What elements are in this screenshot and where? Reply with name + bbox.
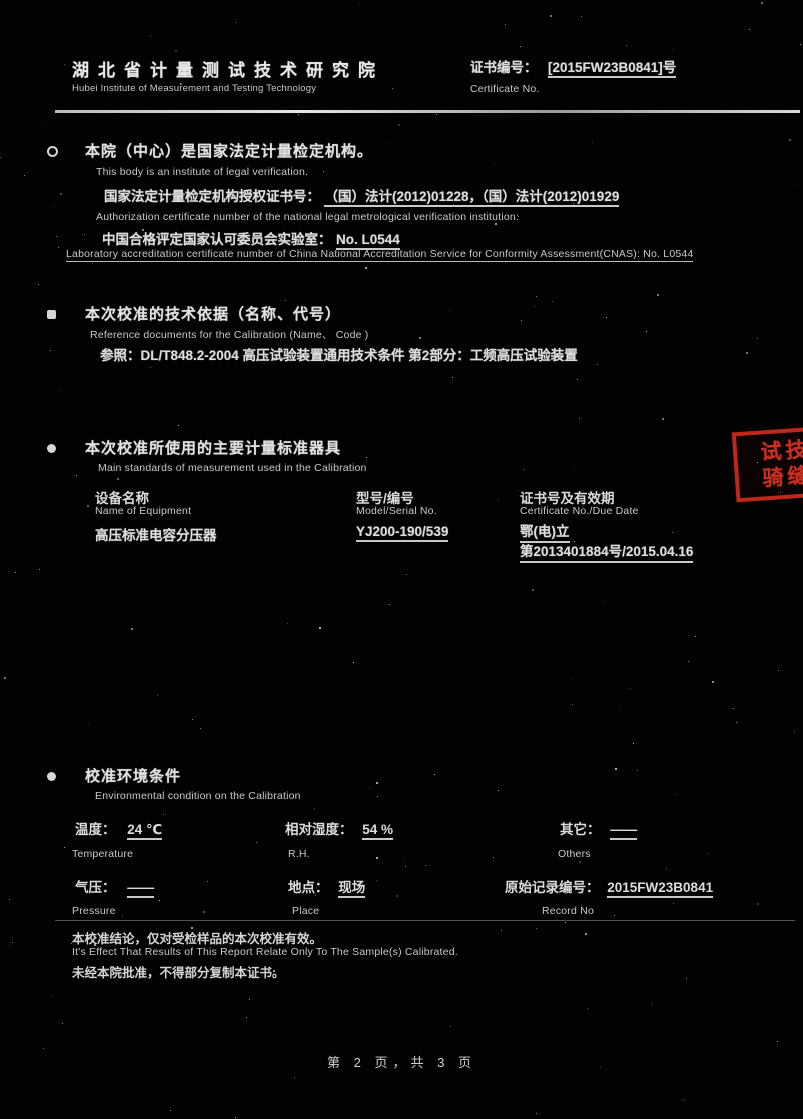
cert-no-value: [2015FW23B0841]号 [548,60,676,78]
humidity-value: 54 % [362,822,393,840]
temperature-value: 24 ℃ [127,822,162,840]
pressure-field: 气压： —— [75,876,154,896]
pressure-label-zh: 气压： [75,880,116,895]
place-value: 现场 [338,880,365,898]
auth-label-zh: 国家法定计量检定机构授权证书号： [104,189,320,204]
pressure-value: —— [127,880,154,898]
col-equipment-en: Name of Equipment [95,505,191,517]
page-number: 第 2 页，共 3 页 [0,1052,803,1071]
record-value: 2015FW23B0841 [607,880,713,898]
note-line2-zh: 未经本院批准，不得部分复制本证书。 [72,962,285,981]
org-name-zh: 湖北省计量测试技术研究院 [72,56,384,81]
place-field: 地点： 现场 [288,876,365,896]
record-field: 原始记录编号： 2015FW23B0841 [505,876,713,896]
others-label-zh: 其它： [560,822,601,837]
col-model-en: Model/Serial No. [356,505,437,517]
section2-bullet-icon [47,310,56,319]
section4-bullet-icon [47,772,56,781]
others-value: —— [610,822,637,840]
cnas-line: 中国合格评定国家认可委员会实验室： No. L0544 [102,228,400,249]
pressure-label-en: Pressure [72,905,116,917]
cnas-label-zh: 中国合格评定国家认可委员会实验室： [102,232,332,247]
equipment-cert-line2: 第2013401884号/2015.04.16 [520,540,693,563]
section4-title-zh: 校准环境条件 [85,765,181,786]
place-label-en: Place [292,905,319,917]
col-equipment-zh: 设备名称 [95,487,149,507]
equipment-name: 高压标准电容分压器 [95,524,217,544]
others-label-en: Others [558,848,591,860]
section3-bullet-icon [47,444,56,453]
section1-title-zh: 本院（中心）是国家法定计量检定机构。 [85,140,373,161]
cert-no-label-zh: 证书编号： [470,60,538,75]
section3-title-en: Main standards of measurement used in th… [98,462,367,474]
reference-standard: 参照：DL/T848.2-2004 高压试验装置通用技术条件 第2部分：工频高压… [100,344,578,364]
auth-value: （国）法计(2012)01228，（国）法计(2012)01929 [324,189,619,207]
temperature-field: 温度： 24 ℃ [75,818,162,839]
col-certificate-zh: 证书号及有效期 [520,487,615,507]
place-label-zh: 地点： [288,880,329,895]
env-divider [55,920,795,921]
record-label-en: Record No [542,905,594,917]
section2-title-en: Reference documents for the Calibration … [90,327,368,342]
cert-no-label-en: Certificate No. [470,83,540,95]
section1-bullet-icon [47,146,58,157]
col-certificate-en: Certificate No./Due Date [520,505,639,517]
section2-title-zh: 本次校准的技术依据（名称、代号） [85,303,341,324]
humidity-label-zh: 相对湿度： [285,822,353,837]
humidity-label-en: R.H. [288,848,310,860]
temperature-label-en: Temperature [72,848,133,860]
paging-seal-stamp: 试技术 骑缝章 [732,424,803,503]
auth-line-en: Authorization certificate number of the … [96,211,519,223]
note-line1-zh: 本校准结论，仅对受检样品的本次校准有效。 [72,928,322,947]
equipment-model: YJ200-190/539 [356,524,448,542]
cnas-line-en: Laboratory accreditation certificate num… [66,248,693,262]
certificate-page: 湖北省计量测试技术研究院 Hubei Institute of Measurem… [0,0,803,1119]
col-model-zh: 型号/编号 [356,487,414,507]
section1-title-en: This body is an institute of legal verif… [96,166,308,178]
certificate-number-block: 证书编号： [2015FW23B0841]号 [470,56,676,77]
others-field: 其它： —— [560,818,637,838]
section3-title-zh: 本次校准所使用的主要计量标准器具 [85,437,341,458]
temperature-label-zh: 温度： [75,822,116,837]
authorization-line: 国家法定计量检定机构授权证书号： （国）法计(2012)01228，（国）法计(… [104,185,619,206]
org-name-en: Hubei Institute of Measurement and Testi… [72,83,316,94]
note-line1-en: It's Effect That Results of This Report … [72,946,458,958]
humidity-field: 相对湿度： 54 % [285,818,393,838]
record-label-zh: 原始记录编号： [505,880,600,895]
stamp-row1: 试技术 [742,434,803,468]
section4-title-en: Environmental condition on the Calibrati… [95,790,301,802]
header-divider [55,110,800,113]
